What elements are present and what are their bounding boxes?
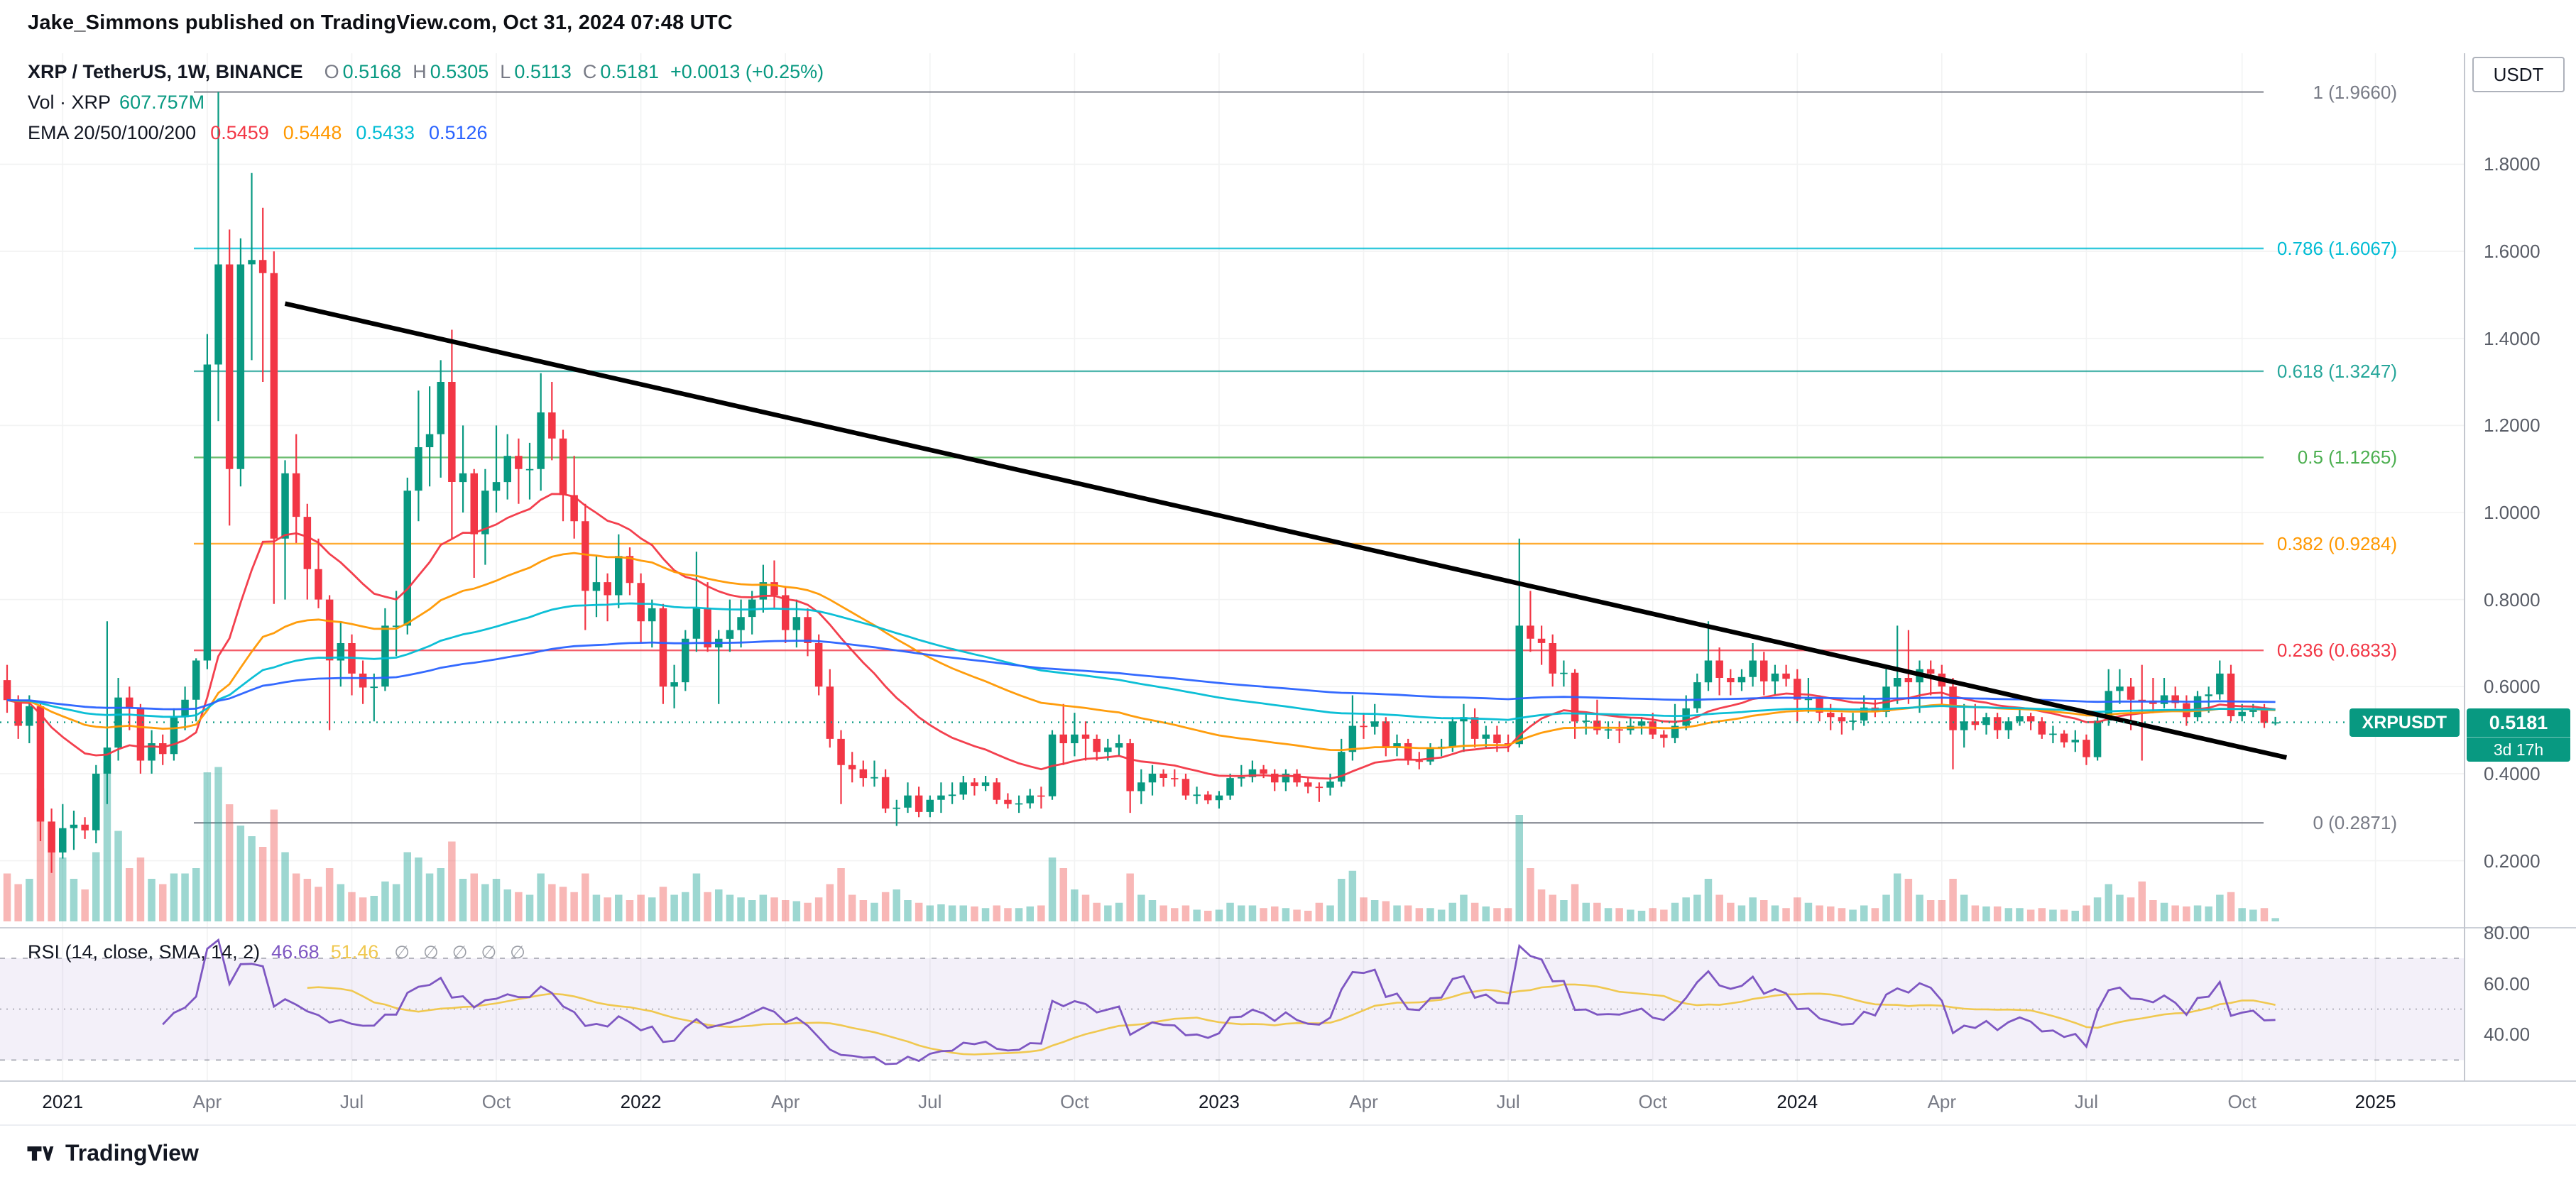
price-axis-label: 0.4000: [2484, 762, 2540, 784]
time-axis-label: Apr: [1927, 1091, 1957, 1112]
rsi-axis-label: 80.00: [2484, 922, 2531, 943]
volume-legend-row: Vol · XRP 607.757M: [28, 87, 824, 118]
time-axis-label: Jul: [339, 1091, 364, 1112]
rsi-ma-line: [307, 983, 2276, 1056]
rsi-axis-label: 60.00: [2484, 972, 2531, 995]
tradingview-logo-icon[interactable]: [26, 1141, 55, 1166]
time-axis[interactable]: [0, 1081, 2576, 1125]
time-axis-label: Apr: [192, 1091, 222, 1112]
time-axis-label: 2022: [620, 1091, 662, 1112]
fib-level-label[interactable]: 0.786 (1.6067): [2276, 237, 2397, 259]
time-axis-label: Oct: [481, 1091, 511, 1112]
tradingview-logo-text[interactable]: TradingView: [65, 1140, 199, 1166]
fib-level-label[interactable]: 0.5 (1.1265): [2297, 446, 2397, 469]
volume-bars-up: [26, 762, 2279, 921]
rsi-value: 46.68: [271, 941, 320, 963]
time-axis-label: Apr: [1349, 1091, 1378, 1112]
ohlc-close-value: 0.5181: [600, 61, 659, 82]
series-label-badge: XRPUSDT: [2349, 708, 2460, 737]
fib-level-label[interactable]: 0 (0.2871): [2313, 812, 2397, 834]
ema-50-line: [6, 552, 2276, 752]
rsi-ma-value: 51.46: [330, 941, 379, 963]
time-axis-label: 2023: [1198, 1091, 1240, 1112]
currency-toggle[interactable]: USDT: [2472, 57, 2565, 92]
current-price-badge: 0.5181: [2467, 708, 2570, 737]
ema-200-value: 0.5126: [428, 122, 488, 143]
price-axis-label: 0.6000: [2484, 676, 2540, 698]
ema-20-value: 0.5459: [210, 122, 269, 143]
rsi-axis-label: 40.00: [2484, 1024, 2531, 1046]
time-axis-label: Oct: [1638, 1091, 1667, 1112]
ohlc-low-label: L: [500, 61, 511, 82]
ema-label[interactable]: EMA 20/50/100/200: [28, 122, 197, 143]
bar-countdown-badge: 3d 17h: [2467, 737, 2570, 762]
fib-level-label[interactable]: 0.618 (1.3247): [2276, 360, 2397, 382]
time-axis-label: Jul: [2074, 1091, 2099, 1112]
price-change-value: +0.0013 (+0.25%): [670, 61, 824, 82]
price-badge-group: 0.5181 3d 17h: [2467, 708, 2570, 762]
price-axis-label: 0.2000: [2484, 850, 2540, 872]
ema-200-line: [6, 640, 2276, 711]
volume-value: 607.757M: [119, 92, 205, 113]
chart-legend: XRP / TetherUS, 1W, BINANCE O 0.5168 H 0…: [28, 57, 824, 148]
price-axis-label: 1.4000: [2484, 327, 2540, 349]
descending-trendline[interactable]: [284, 301, 2288, 760]
ema-20-line: [6, 493, 2276, 780]
time-axis-label: 2021: [42, 1091, 84, 1112]
candle-wicks-up: [28, 92, 2276, 859]
rsi-empty-values: ∅ ∅ ∅ ∅ ∅: [394, 942, 530, 963]
time-axis-label: Jul: [918, 1091, 942, 1112]
rsi-line: [162, 938, 2276, 1065]
time-axis-label: Oct: [2227, 1091, 2256, 1112]
ohlc-high-label: H: [413, 61, 427, 82]
ema-100-line: [6, 602, 2276, 721]
symbol-legend-row: XRP / TetherUS, 1W, BINANCE O 0.5168 H 0…: [28, 57, 824, 87]
price-axis-label: 1.2000: [2484, 415, 2540, 437]
symbol-title[interactable]: XRP / TetherUS, 1W, BINANCE: [28, 61, 303, 82]
grid-lines: [0, 53, 2465, 1081]
ema-100-value: 0.5433: [356, 122, 415, 143]
footer-branding: TradingView: [26, 1140, 199, 1166]
volume-bars-down: [3, 788, 2269, 921]
price-axis-label: 1.6000: [2484, 241, 2540, 263]
time-axis-label: Oct: [1060, 1091, 1089, 1112]
rsi-label[interactable]: RSI (14, close, SMA, 14, 2): [28, 941, 261, 963]
candle-bodies-down: [3, 260, 2269, 853]
ema-legend-row: EMA 20/50/100/200 0.5459 0.5448 0.5433 0…: [28, 118, 824, 148]
time-axis-label: Jul: [1496, 1091, 1520, 1112]
ohlc-close-label: C: [582, 61, 597, 82]
rsi-band: [0, 958, 2465, 1061]
price-axis-label: 0.8000: [2484, 588, 2540, 610]
fib-level-label[interactable]: 1 (1.9660): [2313, 81, 2397, 103]
time-axis-label: 2025: [2354, 1091, 2396, 1112]
ema-50-value: 0.5448: [283, 122, 342, 143]
price-axis-label: 1.0000: [2484, 502, 2540, 523]
rsi-legend: RSI (14, close, SMA, 14, 2) 46.68 51.46 …: [28, 941, 530, 963]
fib-level-label[interactable]: 0.382 (0.9284): [2276, 532, 2397, 554]
ohlc-low-value: 0.5113: [514, 61, 572, 82]
time-axis-label: 2024: [1777, 1091, 1818, 1112]
ohlc-open-value: 0.5168: [342, 61, 402, 82]
price-axis-label: 1.8000: [2484, 153, 2540, 175]
volume-label[interactable]: Vol · XRP: [28, 92, 111, 113]
ohlc-open-label: O: [324, 61, 339, 82]
rsi-pane-series: [162, 938, 2276, 1065]
ohlc-high-value: 0.5305: [430, 61, 489, 82]
time-axis-label: Apr: [770, 1091, 800, 1112]
fib-level-label[interactable]: 0.236 (0.6833): [2276, 640, 2397, 662]
attribution-text: Jake_Simmons published on TradingView.co…: [28, 11, 733, 34]
